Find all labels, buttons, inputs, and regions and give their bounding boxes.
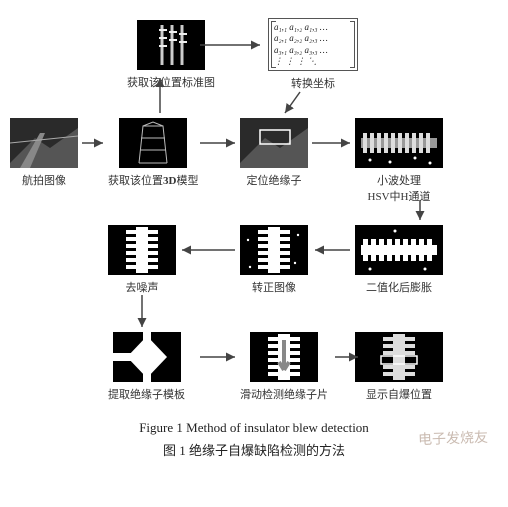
node-3d-model: 获取该位置3D模型	[108, 118, 198, 188]
thumb-rectify	[240, 225, 308, 275]
thumb-binarize	[355, 225, 443, 275]
matrix-row: a₃,₁ a₃,₂ a₃,₃ …	[274, 45, 352, 56]
watermark-text: 电子发烧友	[418, 427, 489, 449]
node-binarize-dilate: 二值化后膨胀	[355, 225, 443, 295]
label-show-pos: 显示自爆位置	[366, 386, 432, 402]
label-rectify: 转正图像	[252, 279, 296, 295]
label-wavelet1: 小波处理	[377, 172, 421, 188]
thumb-wavelet	[355, 118, 443, 168]
node-denoise: 去噪声	[108, 225, 176, 295]
thumb-3d-model	[119, 118, 187, 168]
label-coord-transform: 转换坐标	[291, 75, 335, 91]
label-standard-image: 获取该位置标准图	[127, 74, 215, 90]
thumb-sliding	[250, 332, 318, 382]
label-template: 提取绝缘子模板	[108, 386, 185, 402]
node-show-position: 显示自爆位置	[355, 332, 443, 402]
thumb-locate	[240, 118, 308, 168]
thumb-template	[113, 332, 181, 382]
thumb-aerial	[10, 118, 78, 168]
node-coord-transform: a₁,₁ a₁,₂ a₁,₃ … a₂,₁ a₂,₂ a₂,₃ … a₃,₁ a…	[268, 18, 358, 91]
matrix-row: ⋮ ⋮ ⋮ ⋱	[274, 56, 352, 67]
node-wavelet-hsv: 小波处理 HSV中H通道	[355, 118, 443, 204]
node-sliding-detect: 滑动检测绝缘子片	[240, 332, 328, 402]
matrix-row: a₂,₁ a₂,₂ a₂,₃ …	[274, 33, 352, 44]
label-binarize: 二值化后膨胀	[366, 279, 432, 295]
insulator-standard-svg	[137, 20, 205, 70]
label-locate: 定位绝缘子	[247, 172, 302, 188]
matrix-box: a₁,₁ a₁,₂ a₁,₃ … a₂,₁ a₂,₂ a₂,₃ … a₃,₁ a…	[268, 18, 358, 71]
label-denoise: 去噪声	[126, 279, 159, 295]
node-locate-insulator: 定位绝缘子	[240, 118, 308, 188]
label-3d-model: 获取该位置3D模型	[108, 172, 198, 188]
node-aerial-image: 航拍图像	[10, 118, 78, 188]
label-aerial: 航拍图像	[22, 172, 66, 188]
node-rectify: 转正图像	[240, 225, 308, 295]
thumb-denoise	[108, 225, 176, 275]
label-sliding: 滑动检测绝缘子片	[240, 386, 328, 402]
thumb-standard-image	[137, 20, 205, 70]
matrix-row: a₁,₁ a₁,₂ a₁,₃ …	[274, 22, 352, 33]
node-extract-template: 提取绝缘子模板	[108, 332, 185, 402]
node-standard-image: 获取该位置标准图	[127, 20, 215, 90]
thumb-show-pos	[355, 332, 443, 382]
label-wavelet2: HSV中H通道	[368, 188, 431, 204]
